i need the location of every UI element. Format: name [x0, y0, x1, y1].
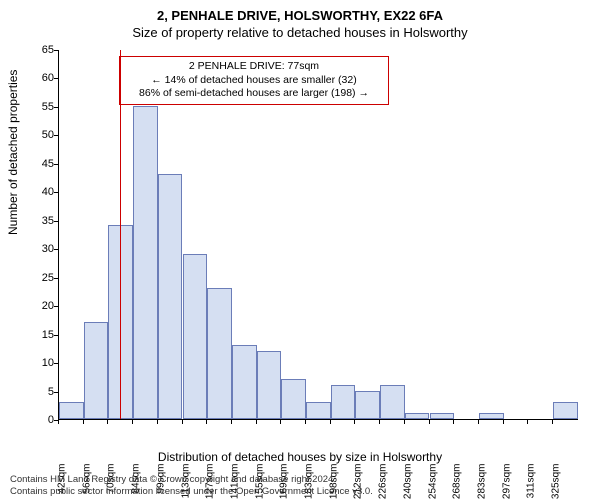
x-tick-mark [231, 420, 232, 424]
y-tick-mark [54, 249, 58, 250]
x-tick-mark [354, 420, 355, 424]
histogram-bar [281, 379, 306, 419]
annotation-line3: 86% of semi-detached houses are larger (… [128, 87, 380, 101]
histogram-bar [133, 106, 158, 419]
x-tick-mark [453, 420, 454, 424]
x-tick-mark [527, 420, 528, 424]
y-tick-label: 55 [24, 101, 54, 113]
y-axis-label: Number of detached properties [6, 70, 20, 235]
histogram-bar [59, 402, 84, 419]
histogram-bar [183, 254, 208, 419]
y-tick-label: 45 [24, 158, 54, 170]
chart-container: 2, PENHALE DRIVE, HOLSWORTHY, EX22 6FA S… [0, 0, 600, 500]
x-tick-mark [157, 420, 158, 424]
histogram-bar [158, 174, 183, 419]
plot-region: 2 PENHALE DRIVE: 77sqm ← 14% of detached… [58, 50, 578, 420]
y-tick-label: 35 [24, 215, 54, 227]
histogram-bar [257, 351, 282, 419]
y-tick-mark [54, 363, 58, 364]
y-tick-label: 40 [24, 186, 54, 198]
x-tick-mark [404, 420, 405, 424]
y-tick-mark [54, 135, 58, 136]
x-tick-mark [256, 420, 257, 424]
histogram-bar [232, 345, 257, 419]
x-tick-mark [552, 420, 553, 424]
histogram-bar [306, 402, 331, 419]
y-tick-mark [54, 192, 58, 193]
chart-area: 2 PENHALE DRIVE: 77sqm ← 14% of detached… [58, 50, 578, 420]
histogram-bar [479, 413, 504, 419]
y-tick-mark [54, 278, 58, 279]
annotation-box: 2 PENHALE DRIVE: 77sqm ← 14% of detached… [119, 56, 389, 105]
y-tick-label: 20 [24, 300, 54, 312]
y-tick-label: 60 [24, 72, 54, 84]
y-tick-label: 30 [24, 243, 54, 255]
y-tick-mark [54, 221, 58, 222]
x-tick-mark [107, 420, 108, 424]
credits-line1: Contains HM Land Registry data © Crown c… [10, 474, 590, 486]
x-tick-mark [132, 420, 133, 424]
y-tick-mark [54, 164, 58, 165]
y-tick-mark [54, 306, 58, 307]
x-tick-mark [58, 420, 59, 424]
chart-title-address: 2, PENHALE DRIVE, HOLSWORTHY, EX22 6FA [0, 0, 600, 23]
y-tick-label: 25 [24, 272, 54, 284]
histogram-bar [84, 322, 109, 419]
y-tick-mark [54, 78, 58, 79]
y-tick-label: 0 [24, 414, 54, 426]
y-tick-mark [54, 50, 58, 51]
histogram-bar [331, 385, 356, 419]
x-tick-mark [305, 420, 306, 424]
y-tick-label: 50 [24, 129, 54, 141]
x-tick-mark [478, 420, 479, 424]
y-tick-label: 5 [24, 386, 54, 398]
y-tick-mark [54, 107, 58, 108]
x-tick-mark [83, 420, 84, 424]
chart-title-subtitle: Size of property relative to detached ho… [0, 23, 600, 40]
x-tick-mark [429, 420, 430, 424]
x-tick-mark [206, 420, 207, 424]
credits: Contains HM Land Registry data © Crown c… [10, 474, 590, 498]
x-tick-mark [330, 420, 331, 424]
y-tick-mark [54, 335, 58, 336]
histogram-bar [355, 391, 380, 419]
x-axis-label: Distribution of detached houses by size … [0, 450, 600, 464]
x-tick-mark [503, 420, 504, 424]
histogram-bar [553, 402, 578, 419]
reference-line [120, 50, 121, 419]
annotation-line2: ← 14% of detached houses are smaller (32… [128, 74, 380, 88]
histogram-bar [207, 288, 232, 419]
histogram-bar [380, 385, 405, 419]
x-tick-mark [182, 420, 183, 424]
y-tick-label: 10 [24, 357, 54, 369]
y-tick-mark [54, 392, 58, 393]
annotation-line1: 2 PENHALE DRIVE: 77sqm [128, 60, 380, 74]
x-tick-mark [379, 420, 380, 424]
credits-line2: Contains public sector information licen… [10, 486, 590, 498]
y-tick-label: 15 [24, 329, 54, 341]
histogram-bar [430, 413, 455, 419]
histogram-bar [405, 413, 430, 419]
x-tick-mark [280, 420, 281, 424]
y-tick-label: 65 [24, 44, 54, 56]
